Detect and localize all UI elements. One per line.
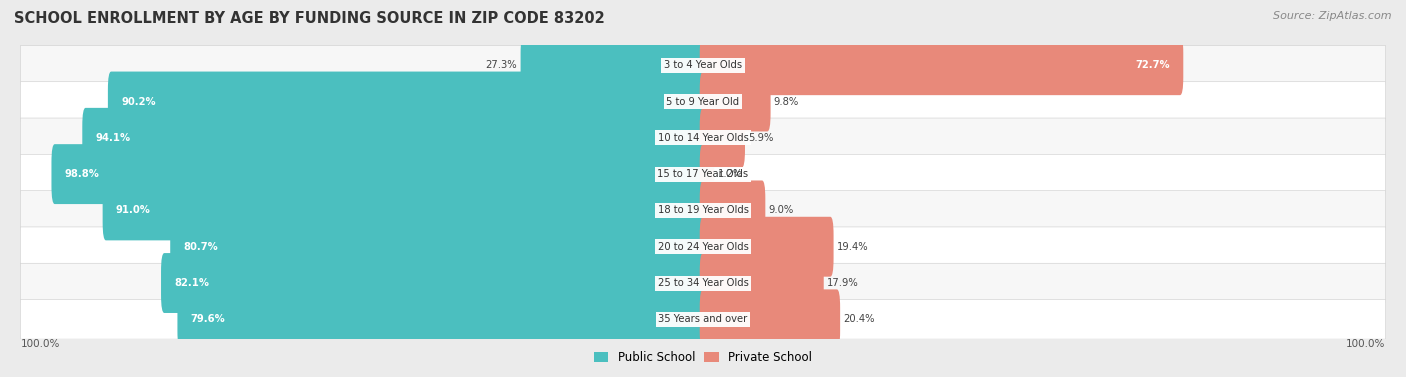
FancyBboxPatch shape — [20, 45, 1386, 85]
Text: 100.0%: 100.0% — [21, 339, 60, 349]
Text: 100.0%: 100.0% — [1346, 339, 1385, 349]
Legend: Public School, Private School: Public School, Private School — [589, 346, 817, 369]
Text: 3 to 4 Year Olds: 3 to 4 Year Olds — [664, 60, 742, 70]
FancyBboxPatch shape — [52, 144, 706, 204]
FancyBboxPatch shape — [700, 35, 1184, 95]
Text: 17.9%: 17.9% — [827, 278, 859, 288]
Text: 20 to 24 Year Olds: 20 to 24 Year Olds — [658, 242, 748, 252]
FancyBboxPatch shape — [177, 290, 706, 349]
Text: 5.9%: 5.9% — [748, 133, 773, 143]
Text: 1.2%: 1.2% — [717, 169, 742, 179]
Text: 27.3%: 27.3% — [485, 60, 517, 70]
Text: SCHOOL ENROLLMENT BY AGE BY FUNDING SOURCE IN ZIP CODE 83202: SCHOOL ENROLLMENT BY AGE BY FUNDING SOUR… — [14, 11, 605, 26]
FancyBboxPatch shape — [103, 181, 706, 241]
Text: 18 to 19 Year Olds: 18 to 19 Year Olds — [658, 205, 748, 215]
FancyBboxPatch shape — [20, 263, 1386, 303]
Text: 25 to 34 Year Olds: 25 to 34 Year Olds — [658, 278, 748, 288]
Text: 82.1%: 82.1% — [174, 278, 209, 288]
Text: 98.8%: 98.8% — [65, 169, 100, 179]
FancyBboxPatch shape — [20, 227, 1386, 267]
FancyBboxPatch shape — [20, 191, 1386, 230]
FancyBboxPatch shape — [700, 290, 841, 349]
Text: 15 to 17 Year Olds: 15 to 17 Year Olds — [658, 169, 748, 179]
Text: 72.7%: 72.7% — [1136, 60, 1170, 70]
FancyBboxPatch shape — [20, 82, 1386, 121]
FancyBboxPatch shape — [162, 253, 706, 313]
FancyBboxPatch shape — [700, 181, 765, 241]
Text: 90.2%: 90.2% — [121, 97, 156, 107]
Text: 91.0%: 91.0% — [115, 205, 150, 215]
FancyBboxPatch shape — [700, 217, 834, 277]
FancyBboxPatch shape — [170, 217, 706, 277]
FancyBboxPatch shape — [83, 108, 706, 168]
FancyBboxPatch shape — [20, 154, 1386, 194]
Text: 10 to 14 Year Olds: 10 to 14 Year Olds — [658, 133, 748, 143]
FancyBboxPatch shape — [108, 72, 706, 132]
Text: 20.4%: 20.4% — [844, 314, 875, 324]
Text: 9.8%: 9.8% — [773, 97, 799, 107]
FancyBboxPatch shape — [20, 300, 1386, 339]
Text: 35 Years and over: 35 Years and over — [658, 314, 748, 324]
Text: 9.0%: 9.0% — [769, 205, 794, 215]
FancyBboxPatch shape — [520, 35, 706, 95]
Text: 5 to 9 Year Old: 5 to 9 Year Old — [666, 97, 740, 107]
Text: 80.7%: 80.7% — [183, 242, 218, 252]
FancyBboxPatch shape — [700, 144, 714, 204]
Text: Source: ZipAtlas.com: Source: ZipAtlas.com — [1274, 11, 1392, 21]
Text: 79.6%: 79.6% — [191, 314, 225, 324]
FancyBboxPatch shape — [20, 118, 1386, 158]
FancyBboxPatch shape — [700, 72, 770, 132]
Text: 19.4%: 19.4% — [837, 242, 869, 252]
FancyBboxPatch shape — [700, 253, 824, 313]
Text: 94.1%: 94.1% — [96, 133, 131, 143]
FancyBboxPatch shape — [700, 108, 745, 168]
